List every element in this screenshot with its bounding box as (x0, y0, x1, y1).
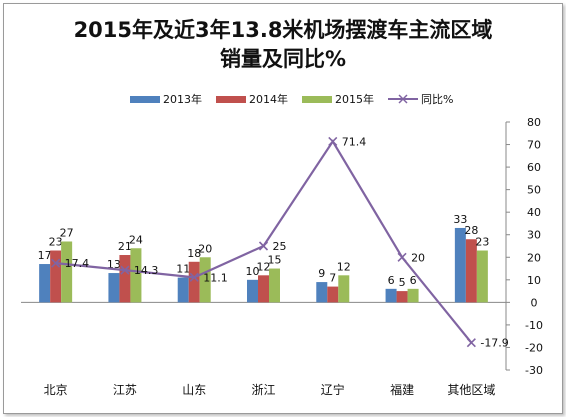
right-axis-tick-label: 80 (527, 116, 541, 129)
bar (396, 291, 408, 303)
right-axis-tick-label: 0 (531, 296, 538, 309)
right-axis-tick-label: 30 (527, 229, 541, 242)
bar (61, 241, 73, 303)
bar-value-label: 15 (268, 254, 282, 267)
yoy-value-label: 11.1 (203, 271, 228, 284)
bar-value-label: 24 (129, 233, 143, 246)
bar-value-label: 9 (318, 267, 325, 280)
bar-value-label: 17 (38, 249, 52, 262)
legend-item-2015: 2015年 (302, 91, 374, 107)
bar (338, 275, 350, 303)
yoy-point (120, 265, 130, 275)
yoy-point (51, 258, 61, 268)
bar-value-label: 11 (176, 263, 190, 276)
bar (454, 227, 466, 303)
legend-swatch-2014 (216, 95, 246, 103)
bar (476, 250, 488, 303)
bar (130, 248, 142, 303)
bar (258, 275, 269, 303)
legend-item-2013: 2013年 (130, 91, 202, 107)
yoy-point (397, 252, 407, 262)
bar (269, 268, 280, 303)
bar (39, 264, 51, 303)
category-label: 浙江 (251, 383, 275, 397)
bar (50, 250, 62, 303)
bar (327, 286, 339, 303)
bar (385, 288, 397, 303)
right-axis-tick-label: 20 (527, 251, 541, 264)
bar (407, 288, 419, 303)
bar-value-label: 23 (475, 236, 489, 249)
bar-value-label: 28 (464, 224, 478, 237)
legend-item-yoy: 同比% (388, 91, 453, 107)
chart-title-line1: 2015年及近3年13.8米机场摆渡车主流区域 (73, 18, 493, 42)
category-label: 山东 (182, 383, 206, 397)
bar (247, 279, 258, 303)
yoy-point (466, 338, 476, 348)
chart-title-line2: 销量及同比% (219, 47, 347, 71)
yoy-value-label: 71.4 (342, 135, 367, 148)
bar-value-label: 12 (257, 260, 271, 273)
right-axis-tick-label: 50 (527, 184, 541, 197)
yoy-point (189, 272, 199, 282)
bar (108, 273, 120, 303)
bar-value-label: 7 (329, 272, 336, 285)
bar-value-label: 33 (453, 213, 467, 226)
yoy-value-label: 25 (273, 240, 287, 253)
chart-title: 2015年及近3年13.8米机场摆渡车主流区域 销量及同比% (0, 16, 566, 74)
bar (465, 239, 477, 303)
legend-label-2013: 2013年 (163, 93, 202, 106)
right-axis-tick-label: 40 (527, 206, 541, 219)
right-axis-tick-label: 10 (527, 274, 541, 287)
bar-value-label: 18 (187, 247, 201, 260)
legend-label-2015: 2015年 (335, 93, 374, 106)
right-axis-tick-label: -10 (525, 319, 543, 332)
yoy-value-label: 20 (411, 251, 425, 264)
yoy-value-label: -17.9 (480, 337, 508, 350)
bar-value-label: 10 (246, 265, 260, 278)
bar-value-label: 12 (337, 260, 351, 273)
yoy-point (258, 241, 269, 251)
category-label: 其他区域 (447, 383, 495, 397)
legend-item-2014: 2014年 (216, 91, 288, 107)
right-axis-tick-label: -20 (525, 341, 543, 354)
bar (316, 282, 328, 303)
legend-swatch-2015 (302, 95, 332, 103)
yoy-value-label: 14.3 (134, 264, 159, 277)
bar-value-label: 6 (388, 274, 395, 287)
bar (199, 257, 211, 303)
category-label: 福建 (390, 382, 414, 397)
legend-label-yoy: 同比% (421, 93, 454, 106)
category-label: 辽宁 (321, 382, 345, 397)
bar-value-label: 20 (198, 242, 212, 255)
legend-label-2014: 2014年 (249, 93, 288, 106)
yoy-point (328, 136, 338, 146)
category-label: 北京 (44, 383, 68, 397)
right-axis-tick-label: 70 (527, 139, 541, 152)
legend-swatch-2013 (130, 95, 160, 103)
bar-value-label: 6 (410, 274, 417, 287)
right-axis-tick-label: 60 (527, 161, 541, 174)
bar (188, 261, 200, 303)
category-label: 江苏 (113, 383, 137, 397)
bar (119, 255, 131, 303)
bar-value-label: 21 (118, 240, 132, 253)
legend: 2013年 2014年 2015年 同比% (130, 92, 467, 106)
bar (177, 277, 189, 303)
bar-value-label: 23 (49, 236, 63, 249)
bar-value-label: 27 (60, 226, 74, 239)
bar-value-label: 5 (399, 276, 406, 289)
yoy-value-label: 17.4 (65, 257, 90, 270)
right-axis-tick-label: -30 (525, 364, 543, 377)
legend-swatch-yoy (388, 94, 418, 104)
